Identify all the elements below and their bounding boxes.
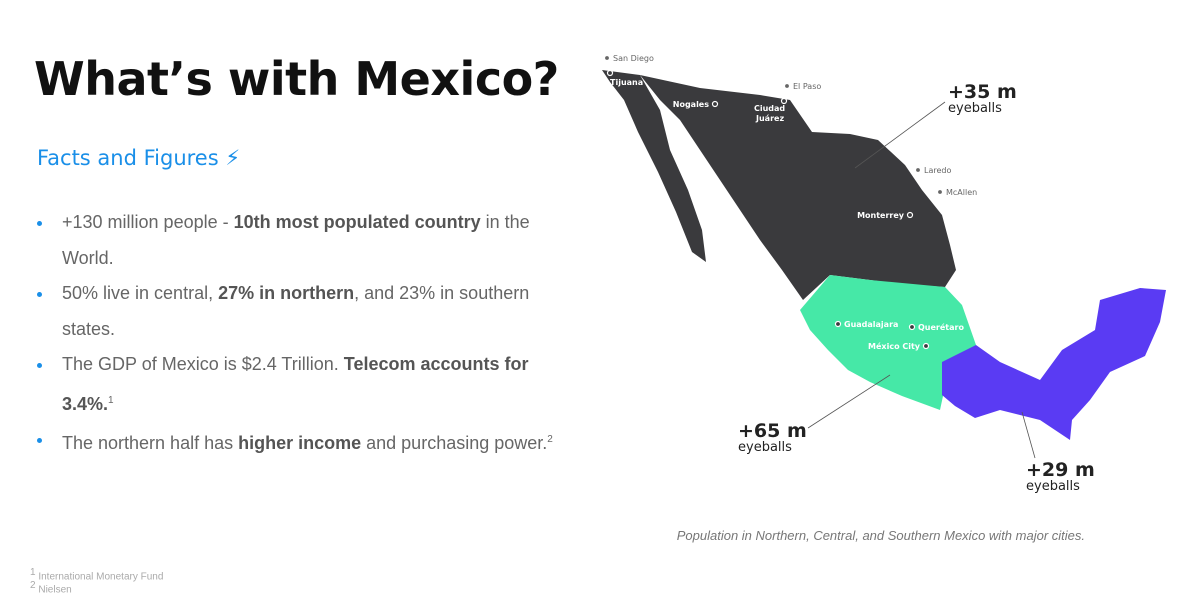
footnote: 2 Nielsen (30, 580, 72, 595)
callout-line (854, 101, 946, 169)
city-label: Monterrey (857, 211, 905, 220)
bullet: +130 million people - 10th most populate… (37, 205, 562, 276)
bullet-text: in the World. (62, 212, 530, 268)
map-caption: Population in Northern, Central, and Sou… (677, 528, 1085, 543)
bullet-text: 10th most populated country (233, 212, 481, 232)
bullet-text: 1 (108, 394, 114, 406)
footnote-text: Nielsen (38, 584, 72, 596)
city-dot (783, 82, 791, 90)
baja-peninsula (602, 70, 706, 262)
city-label: Ciudad Juárez (754, 104, 785, 123)
region-value: +35 m (948, 81, 1017, 103)
region-value: +29 m (1026, 459, 1095, 481)
bullet-list: +130 million people - 10th most populate… (34, 205, 562, 462)
city-label: Laredo (924, 166, 951, 175)
bullet-text: 50% live in central, (62, 283, 219, 303)
bullet-text: The northern half has (62, 433, 239, 453)
callout-line (807, 374, 891, 429)
city-label: San Diego (613, 54, 654, 63)
city-dot (834, 320, 842, 328)
city-label: Nogales (673, 100, 709, 109)
footnote-mark: 2 (30, 580, 36, 591)
bullet: The GDP of Mexico is $2.4 Trillion. Tele… (37, 347, 562, 422)
city-dot (606, 69, 614, 77)
footnote: 1 International Monetary Fund (30, 567, 163, 582)
city-dot (603, 54, 611, 62)
bullet-text: and purchasing power. (361, 433, 548, 453)
bullet: 50% live in central, 27% in northern, an… (37, 276, 562, 347)
bullet-text: 27% in northern (218, 283, 355, 303)
region-unit: eyeballs (948, 101, 1002, 116)
title: What’s with Mexico? (34, 52, 559, 106)
subtitle: Facts and Figures ⚡ (37, 146, 241, 170)
bullet: The northern half has higher income and … (37, 422, 562, 462)
city-label: El Paso (793, 82, 821, 91)
city-dot (711, 100, 719, 108)
city-label: McAllen (946, 188, 977, 197)
city-dot (908, 323, 916, 331)
city-label: Querétaro (918, 322, 964, 332)
region-value: +65 m (738, 420, 807, 442)
bullet-text: Telecom accounts for 3.4%. (62, 354, 529, 414)
footnote-mark: 1 (30, 567, 36, 578)
region-unit: eyeballs (1026, 479, 1080, 494)
bullet-text: higher income (238, 433, 362, 453)
bullet-text: +130 million people - (62, 212, 234, 232)
city-label: Guadalajara (844, 320, 898, 329)
city-dot (906, 211, 914, 219)
city-dot (914, 166, 922, 174)
bullet-text: 2 (547, 434, 553, 445)
city-label: Tijuana (610, 78, 643, 87)
city-label: México City (868, 341, 921, 351)
city-dot (922, 342, 930, 350)
city-dot (780, 97, 788, 105)
region-unit: eyeballs (738, 440, 792, 455)
south-region (942, 288, 1166, 440)
bullet-text: , and 23% in southern states. (62, 283, 530, 339)
bullet-text: The GDP of Mexico is $2.4 Trillion. (62, 354, 344, 374)
north-region (640, 75, 956, 300)
footnote-text: International Monetary Fund (38, 571, 164, 583)
central-region (800, 275, 976, 410)
callout-line (1021, 411, 1036, 459)
city-dot (936, 188, 944, 196)
